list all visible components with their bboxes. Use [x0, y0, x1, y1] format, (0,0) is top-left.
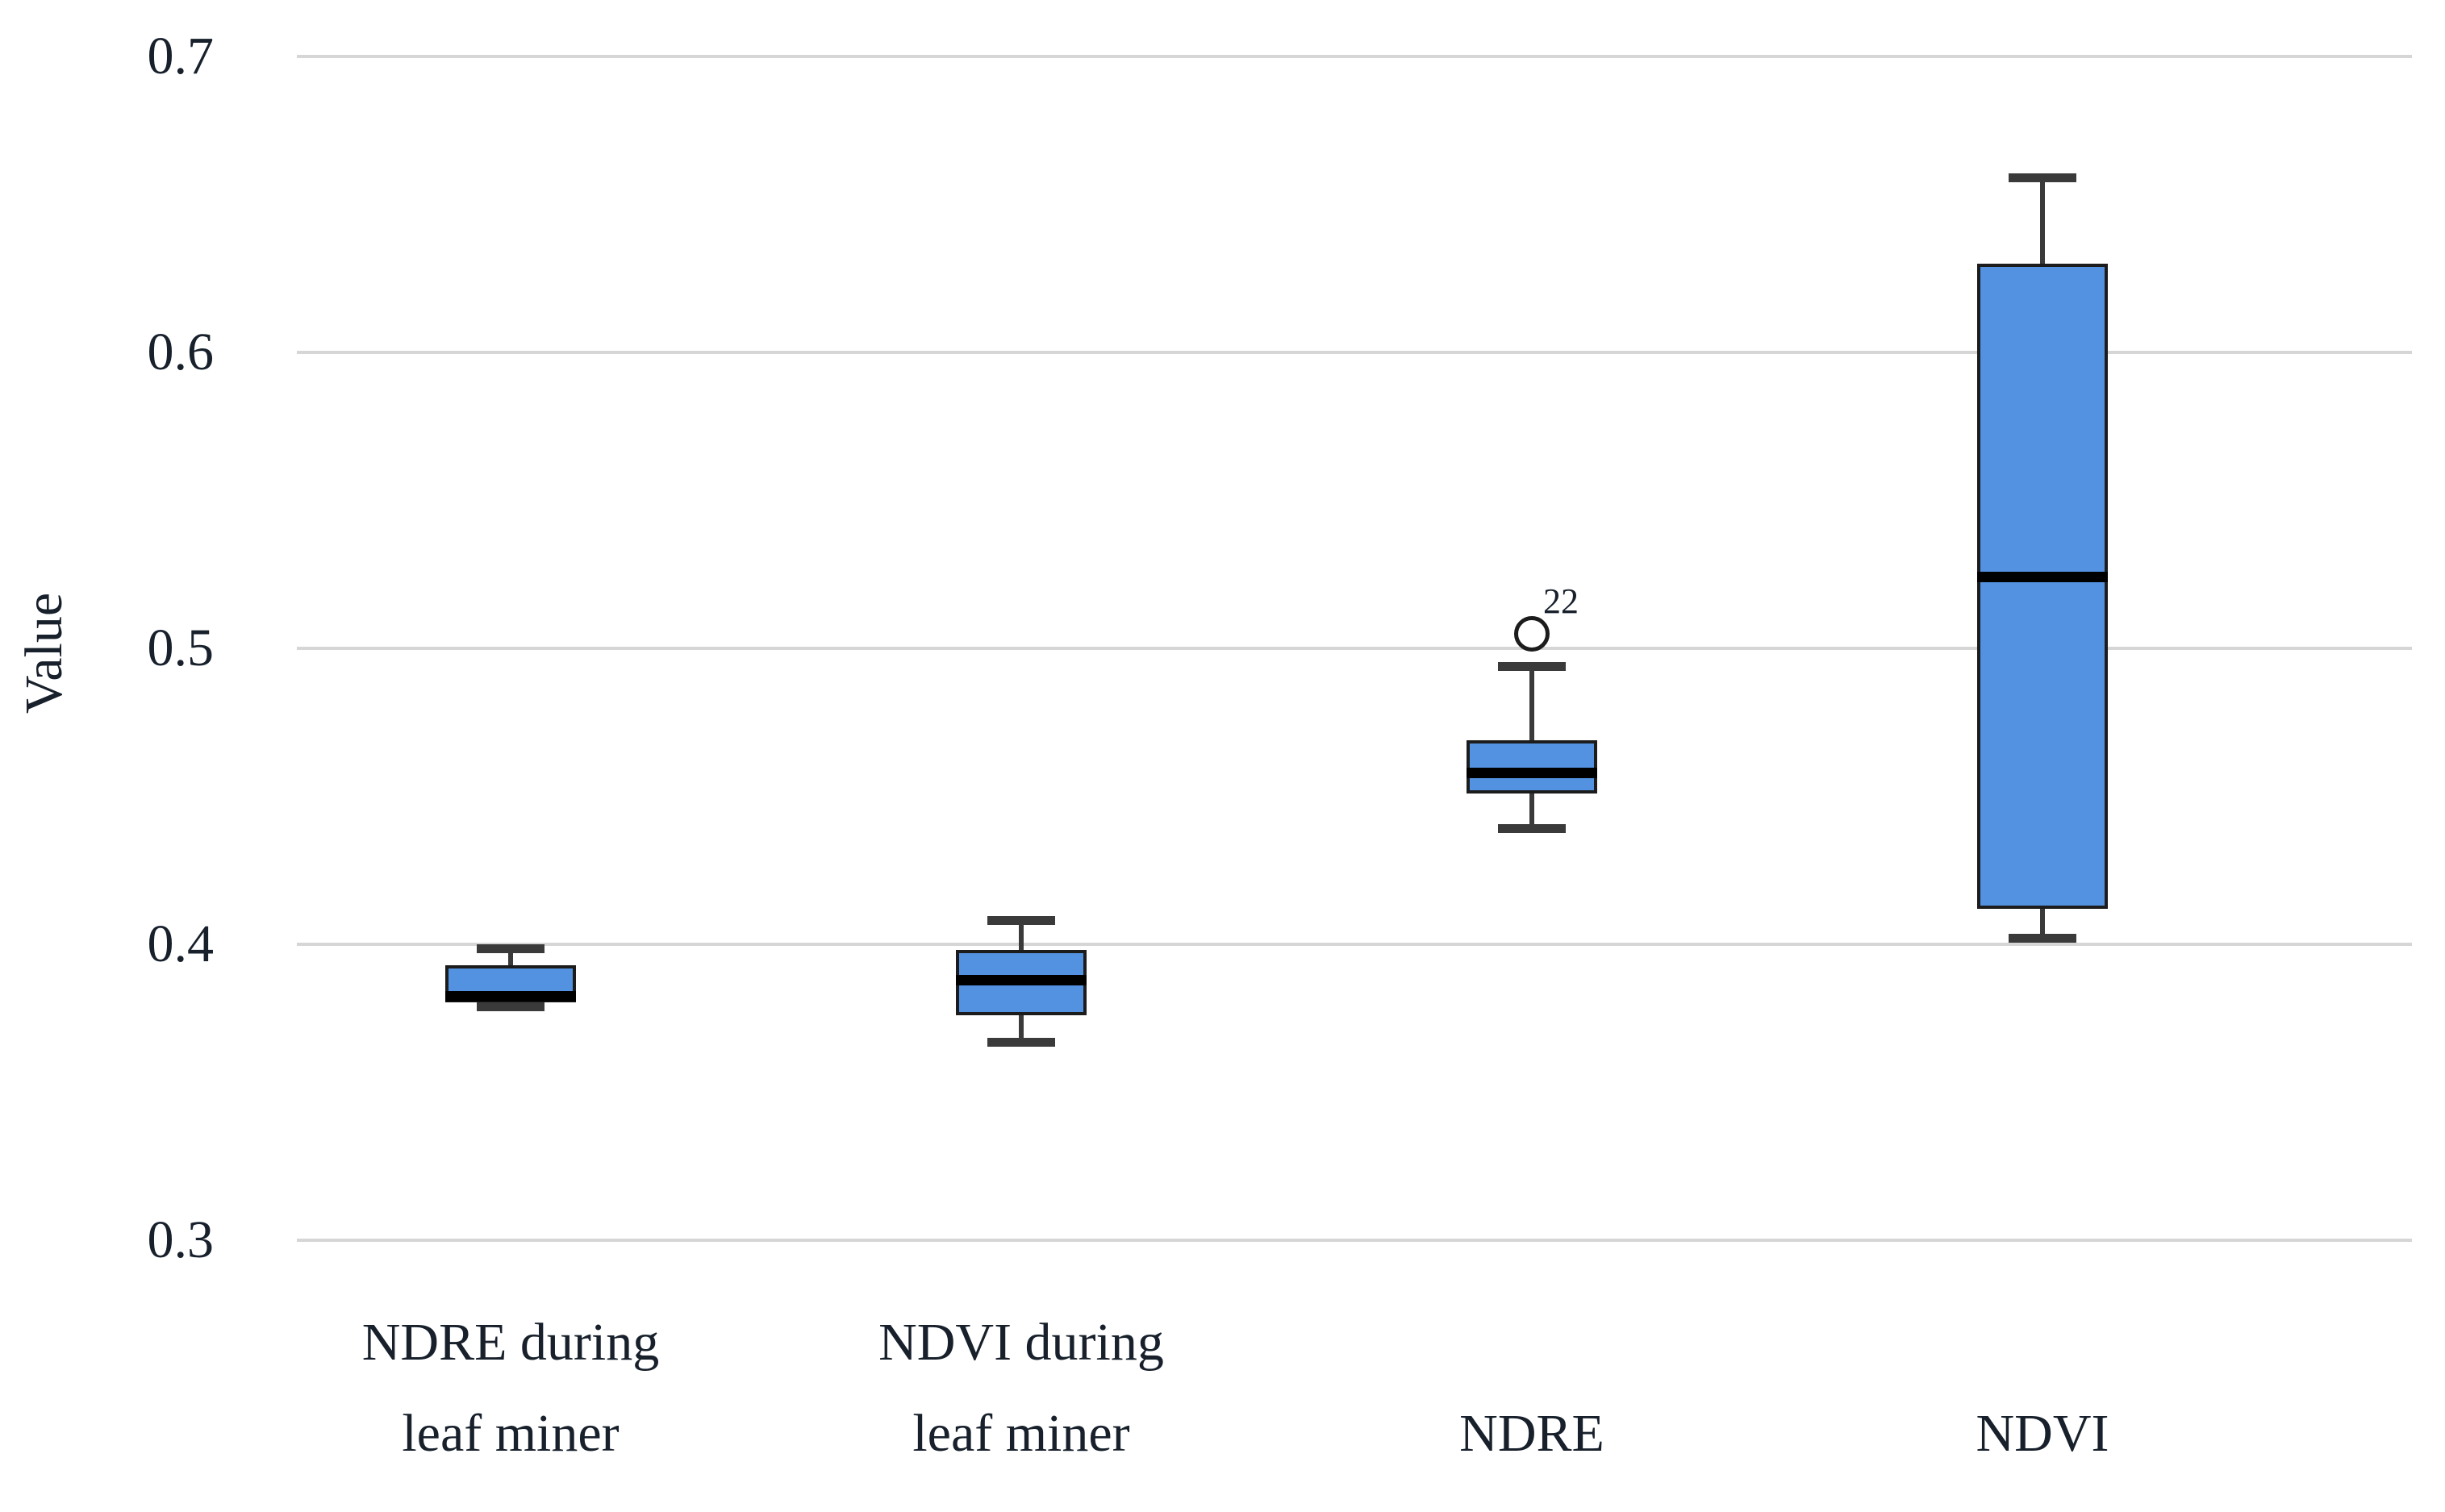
- median-line: [956, 974, 1087, 985]
- x-axis-label: leaf miner: [402, 1404, 620, 1463]
- outlier-label: 22: [1543, 581, 1579, 621]
- y-tick-label: 0.7: [147, 27, 215, 85]
- whisker-cap-lower: [1498, 824, 1566, 834]
- box-rect: [1977, 263, 2108, 909]
- gridline: [297, 943, 2412, 946]
- whisker-cap-upper: [2009, 173, 2076, 182]
- y-tick-label: 0.4: [147, 914, 215, 973]
- box-whisker-upper: [1529, 666, 1534, 740]
- x-axis-label: NDRE: [1459, 1404, 1604, 1463]
- box-whisker-lower: [1019, 1015, 1024, 1043]
- gridline: [297, 1239, 2412, 1242]
- whisker-cap-lower: [477, 1002, 544, 1011]
- gridline: [297, 647, 2412, 650]
- box-whisker-upper: [2040, 177, 2045, 264]
- box-rect: [1467, 739, 1597, 793]
- y-tick-label: 0.6: [147, 323, 215, 381]
- outlier-point: [1514, 615, 1550, 652]
- gridline: [297, 351, 2412, 354]
- median-line: [1467, 767, 1597, 778]
- y-tick-label: 0.5: [147, 619, 215, 677]
- box-whisker-lower: [2040, 908, 2045, 939]
- box-whisker-upper: [508, 948, 513, 965]
- gridline: [297, 55, 2412, 58]
- whisker-cap-upper: [987, 916, 1055, 926]
- whisker-cap-lower: [987, 1037, 1055, 1047]
- y-tick-label: 0.3: [147, 1210, 215, 1269]
- box-whisker-lower: [1529, 793, 1534, 829]
- x-axis-label: NDRE during: [361, 1313, 660, 1372]
- median-line: [445, 990, 576, 1002]
- whisker-cap-upper: [477, 944, 544, 953]
- whisker-cap-lower: [2009, 934, 2076, 943]
- whisker-cap-upper: [1498, 661, 1566, 671]
- median-line: [1977, 572, 2108, 583]
- x-axis-label: NDVI during: [878, 1313, 1164, 1372]
- x-axis-label: leaf miner: [912, 1404, 1130, 1463]
- box-whisker-upper: [1019, 920, 1024, 951]
- x-axis-label: NDVI: [1976, 1404, 2109, 1463]
